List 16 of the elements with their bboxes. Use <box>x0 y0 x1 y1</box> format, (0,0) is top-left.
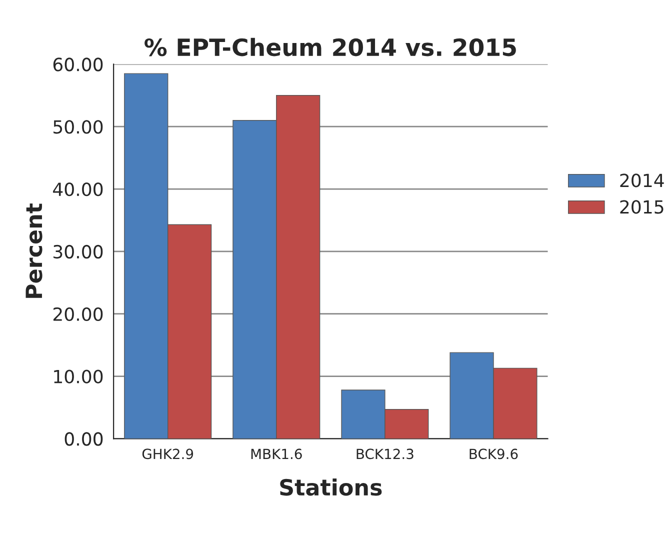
y-tick-label: 50.00 <box>54 120 103 134</box>
y-tick-label: 40.00 <box>53 182 103 196</box>
y-axis-title: Percent <box>26 203 42 298</box>
x-axis-title: Stations <box>280 478 382 496</box>
y-tick-label: 60.00 <box>53 58 103 72</box>
legend-label: 2014 <box>620 174 664 188</box>
y-tick-label: 10.00 <box>54 370 103 384</box>
x-tick-label: BCK12.3 <box>356 448 414 460</box>
x-tick-label: MBK1.6 <box>251 448 302 460</box>
y-tick-label: 20.00 <box>53 307 103 321</box>
legend-label: 2015 <box>620 200 664 214</box>
y-tick-label: 30.00 <box>54 244 103 259</box>
chart-title: % EPT-Cheum 2014 vs. 2015 <box>144 38 516 56</box>
x-tick-label: GHK2.9 <box>142 448 194 460</box>
y-tick-label: 0.00 <box>64 432 103 446</box>
x-tick-label: BCK9.6 <box>470 448 518 460</box>
